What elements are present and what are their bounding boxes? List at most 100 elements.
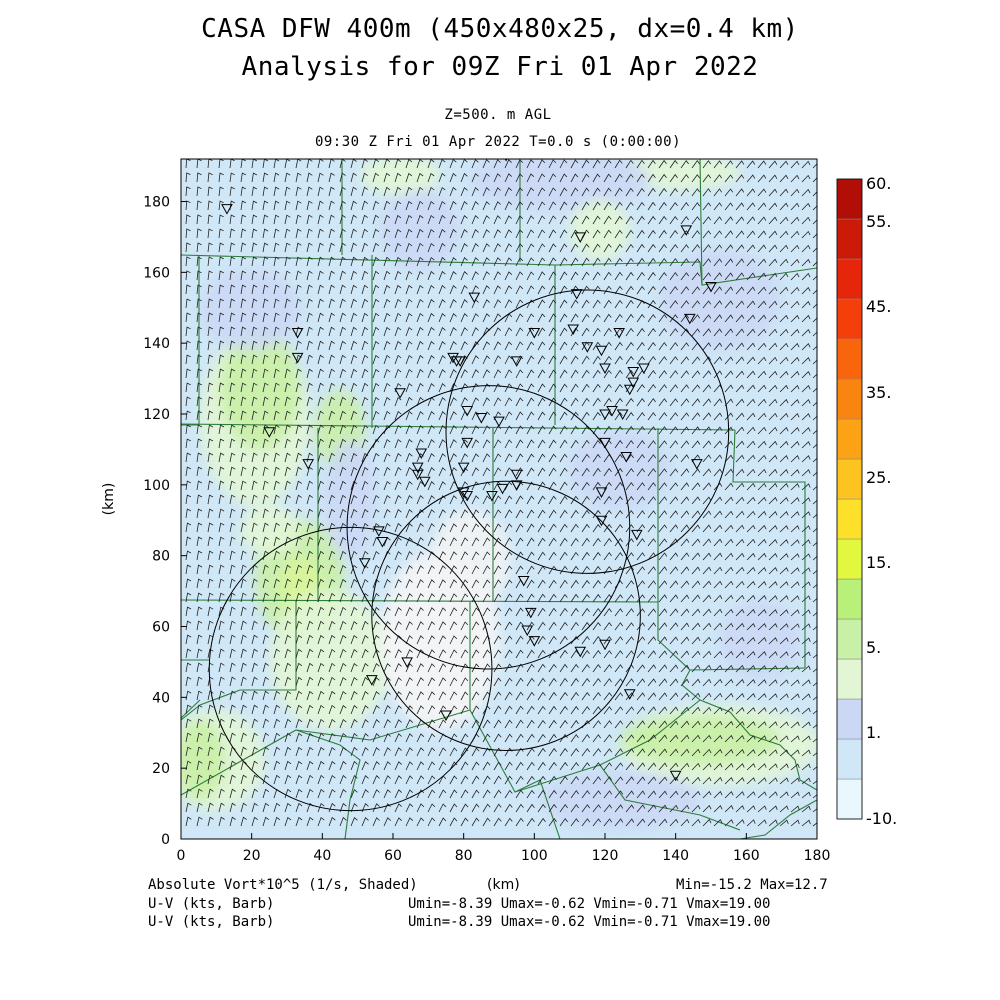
y-tick-label: 0 xyxy=(161,832,170,848)
station-marker xyxy=(595,487,608,498)
x-tick-label: 180 xyxy=(804,848,831,864)
colorbar-label: 25. xyxy=(866,468,891,487)
station-marker xyxy=(365,675,378,686)
station-marker xyxy=(401,657,413,668)
x-tick-label: 140 xyxy=(662,848,689,864)
station-marker xyxy=(567,324,580,336)
station-marker xyxy=(291,352,304,364)
station-marker xyxy=(599,363,611,374)
y-tick-label: 100 xyxy=(143,478,170,494)
x-tick-label: 40 xyxy=(313,848,331,864)
station-marker xyxy=(574,646,587,658)
station-marker xyxy=(373,526,385,537)
x-tick-label: 20 xyxy=(243,848,261,864)
radar-ring xyxy=(371,480,641,751)
colorbar-label: 1. xyxy=(866,723,881,742)
barb-stats-2: Umin=-8.39 Umax=-0.62 Vmin=-0.71 Vmax=19… xyxy=(408,914,771,930)
valid-time-label: 09:30 Z Fri 01 Apr 2022 T=0.0 s (0:00:00… xyxy=(314,134,682,150)
station-marker xyxy=(302,459,315,470)
station-marker xyxy=(394,388,406,399)
station-marker xyxy=(263,427,276,438)
station-marker xyxy=(570,289,583,300)
plot-frame xyxy=(180,158,818,840)
colorbar-cell xyxy=(836,698,863,740)
y-tick-label: 120 xyxy=(143,407,170,423)
x-tick-label: 80 xyxy=(455,848,473,864)
station-marker xyxy=(457,462,470,474)
station-marker xyxy=(411,469,424,481)
y-tick-label: 80 xyxy=(152,549,170,565)
station-marker xyxy=(630,529,643,541)
colorbar-cell xyxy=(836,378,863,420)
county-boundaries xyxy=(181,159,817,839)
colorbar-cell xyxy=(836,498,863,540)
station-marker xyxy=(683,313,696,325)
station-marker xyxy=(528,328,541,339)
barb-field-label-1: U-V (kts, Barb) xyxy=(148,896,275,912)
station-marker xyxy=(291,328,304,339)
colorbar-cell xyxy=(836,618,863,660)
station-marker xyxy=(411,462,424,474)
y-axis: 0 20 40 60 80 100 120 140 160 180 xyxy=(143,195,187,848)
station-marker xyxy=(468,292,481,304)
station-marker xyxy=(461,437,474,449)
station-marker xyxy=(599,409,611,421)
station-marker xyxy=(461,490,474,502)
station-marker xyxy=(691,459,703,470)
station-marker xyxy=(415,448,428,459)
station-marker xyxy=(450,356,463,367)
y-tick-label: 140 xyxy=(143,336,170,352)
colorbar-cell xyxy=(836,738,863,780)
y-tick-label: 60 xyxy=(152,620,170,636)
shaded-field-label: Absolute Vort*10^5 (1/s, Shaded) xyxy=(148,877,418,893)
x-axis: 0 20 40 60 80 100 120 140 160 180 xyxy=(177,833,831,864)
colorbar-cell xyxy=(836,218,863,260)
colorbar-cell xyxy=(836,578,863,620)
barb-field-label-2: U-V (kts, Barb) xyxy=(148,914,275,930)
x-tick-label: 160 xyxy=(733,848,760,864)
colorbar-label: 15. xyxy=(866,553,891,572)
station-marker xyxy=(620,452,633,463)
station-marker xyxy=(376,537,389,548)
x-tick-label: 120 xyxy=(592,848,619,864)
colorbar-label: 60. xyxy=(866,174,891,193)
y-tick-label: 160 xyxy=(143,265,170,281)
station-marker xyxy=(613,328,625,339)
station-marker xyxy=(599,437,611,449)
station-marker xyxy=(623,689,636,700)
station-marker xyxy=(599,639,611,651)
radar-range-rings xyxy=(208,289,730,812)
colorbar-cell xyxy=(836,538,863,580)
station-marker xyxy=(457,487,470,498)
station-marker xyxy=(595,515,608,527)
radar-ring xyxy=(445,289,730,574)
colorbar-label: 45. xyxy=(866,297,891,316)
station-marker xyxy=(475,413,488,424)
colorbar-cell xyxy=(836,258,863,300)
station-marker xyxy=(510,356,523,367)
colorbar-label: 35. xyxy=(866,383,891,402)
min-max-label: Min=-15.2 Max=12.7 xyxy=(676,877,828,893)
station-marker xyxy=(705,282,717,293)
x-tick-label: 100 xyxy=(521,848,548,864)
colorbar-cell xyxy=(836,778,863,820)
station-marker xyxy=(627,377,640,389)
colorbar-cell xyxy=(836,658,863,700)
level-label: Z=500. m AGL xyxy=(444,107,552,123)
station-marker xyxy=(638,363,650,374)
y-tick-label: 20 xyxy=(152,761,170,777)
station-marker xyxy=(680,225,693,236)
station-marker xyxy=(528,636,541,647)
station-marker xyxy=(595,345,608,357)
x-tick-label: 60 xyxy=(384,848,402,864)
colorbar-cell xyxy=(836,298,863,340)
station-marker xyxy=(616,409,629,421)
station-marker xyxy=(221,204,233,215)
station-marker xyxy=(358,558,371,569)
y-axis-label: (km) xyxy=(101,483,117,516)
y-tick-label: 180 xyxy=(143,195,170,211)
colorbar-cell xyxy=(836,418,863,460)
station-marker xyxy=(623,384,636,396)
station-marker xyxy=(524,607,537,619)
